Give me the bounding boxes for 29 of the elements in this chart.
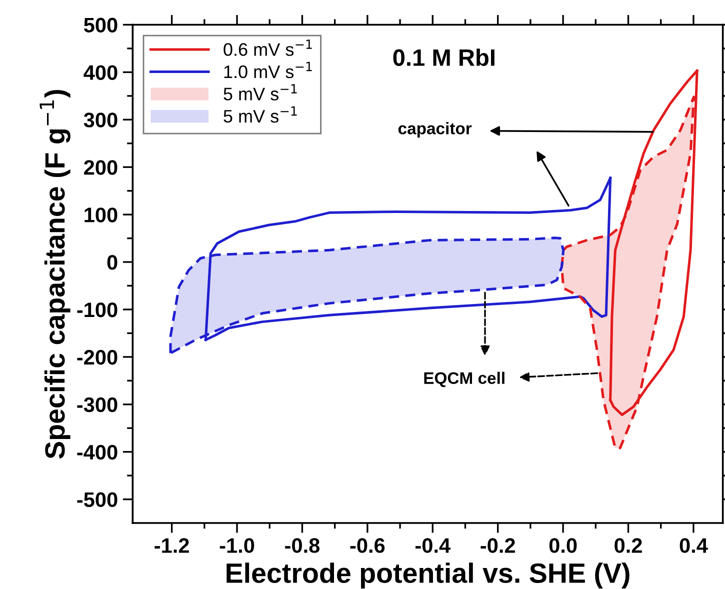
y-tick-label: 0	[107, 255, 118, 270]
annotation: capacitor	[398, 122, 472, 138]
annotation: EQCM cell	[424, 372, 504, 388]
y-tick-label: 200	[84, 160, 118, 175]
y-tick-label: 300	[84, 112, 118, 128]
x-tick-label: -1.0	[220, 538, 254, 553]
x-tick-label: -1.2	[154, 538, 189, 553]
x-tick-label: 0.0	[549, 538, 577, 553]
x-tick-label: -0.8	[285, 538, 320, 553]
y-tick-label: -500	[77, 492, 118, 508]
y-tick-label: -300	[77, 397, 118, 412]
y-tick-label: -200	[77, 350, 118, 365]
x-tick-label: -0.2	[480, 538, 515, 553]
y-tick-label: 400	[84, 65, 118, 80]
x-axis-title: Electrode potential vs. SHE (V)	[226, 562, 630, 588]
y-tick-label: -100	[77, 302, 118, 318]
x-tick-label: 0.4	[680, 538, 708, 553]
legend-label: 0.6 mV s$^{−1}$	[224, 40, 312, 56]
y-tick-label: 500	[84, 18, 118, 32]
x-tick-label: -0.4	[416, 538, 450, 553]
annotation: 0.1 M RbI	[393, 48, 494, 66]
y-axis-title: Specific capacitance (F g$^{−1}$)	[40, 90, 70, 459]
legend-label: 5 mV s$^{−1}$	[224, 106, 297, 123]
x-tick-label: 0.2	[614, 538, 642, 553]
y-tick-label: 100	[84, 208, 118, 222]
y-tick-label: -400	[77, 444, 118, 460]
legend-label: 5 mV s$^{−1}$	[224, 84, 297, 100]
legend-label: 1.0 mV s$^{−1}$	[224, 62, 312, 78]
x-tick-label: -0.6	[350, 538, 385, 553]
